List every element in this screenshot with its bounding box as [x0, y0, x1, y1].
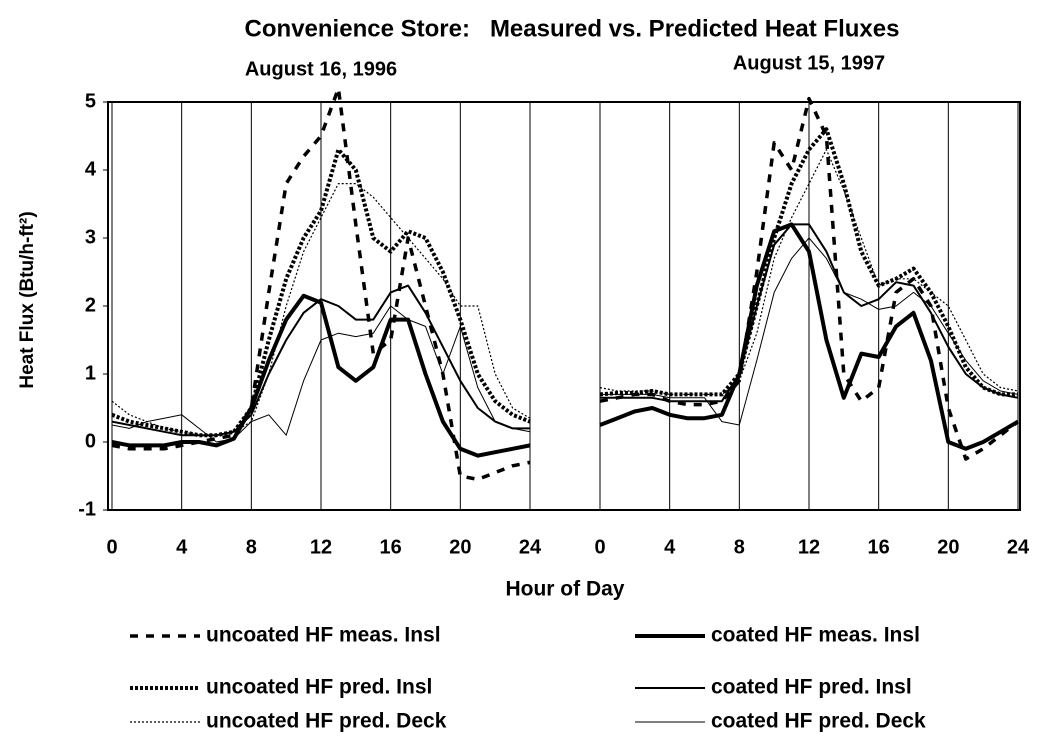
x-tick-label: 8 [734, 536, 745, 558]
series-line [111, 293, 531, 458]
y-tick-label: -1 [78, 498, 96, 520]
y-tick-label: 1 [85, 362, 96, 384]
series-line [111, 284, 530, 437]
plot-frame [107, 101, 1021, 511]
y-tick-label: 4 [85, 158, 97, 180]
x-tick-label: 16 [380, 536, 402, 558]
chart-title: Convenience Store: Measured vs. Predicte… [245, 15, 900, 42]
x-tick-label: 24 [1007, 536, 1030, 558]
y-tick-label: 2 [85, 294, 96, 316]
x-tick-label: 24 [519, 536, 542, 558]
y-tick-label: 5 [85, 90, 96, 112]
x-tick-label: 8 [246, 536, 257, 558]
legend-label: coated HF pred. Deck [711, 710, 926, 733]
series-line [600, 237, 1019, 426]
legend-label: uncoated HF pred. Deck [206, 710, 447, 733]
x-tick-label: 0 [106, 536, 117, 558]
legend-label: uncoated HF meas. Insl [206, 624, 441, 647]
x-tick-label: 12 [310, 536, 332, 558]
x-tick-label: 4 [664, 536, 676, 558]
x-tick-label: 20 [449, 536, 471, 558]
panel-subtitle: August 16, 1996 [245, 58, 397, 80]
series-line [111, 183, 531, 436]
x-tick-label: 16 [868, 536, 890, 558]
panel-subtitle: August 15, 1997 [733, 52, 885, 74]
legend-label: uncoated HF pred. Insl [206, 676, 432, 699]
series-line [599, 222, 1020, 451]
y-axis-label: Heat Flux (Btu/h-ft²) [17, 211, 38, 388]
x-tick-label: 20 [937, 536, 959, 558]
y-tick-label: 0 [85, 430, 96, 452]
x-tick-label: 12 [798, 536, 820, 558]
legend-label: coated HF meas. Insl [711, 624, 920, 647]
series-line [599, 127, 1018, 397]
x-tick-label: 4 [176, 536, 188, 558]
series-line [600, 223, 1019, 403]
legend-label: coated HF pred. Insl [711, 676, 912, 699]
x-axis-label: Hour of Day [505, 578, 624, 601]
x-tick-label: 0 [594, 536, 605, 558]
series-line [111, 305, 531, 443]
series-line [111, 86, 531, 482]
y-tick-label: 3 [85, 226, 96, 248]
